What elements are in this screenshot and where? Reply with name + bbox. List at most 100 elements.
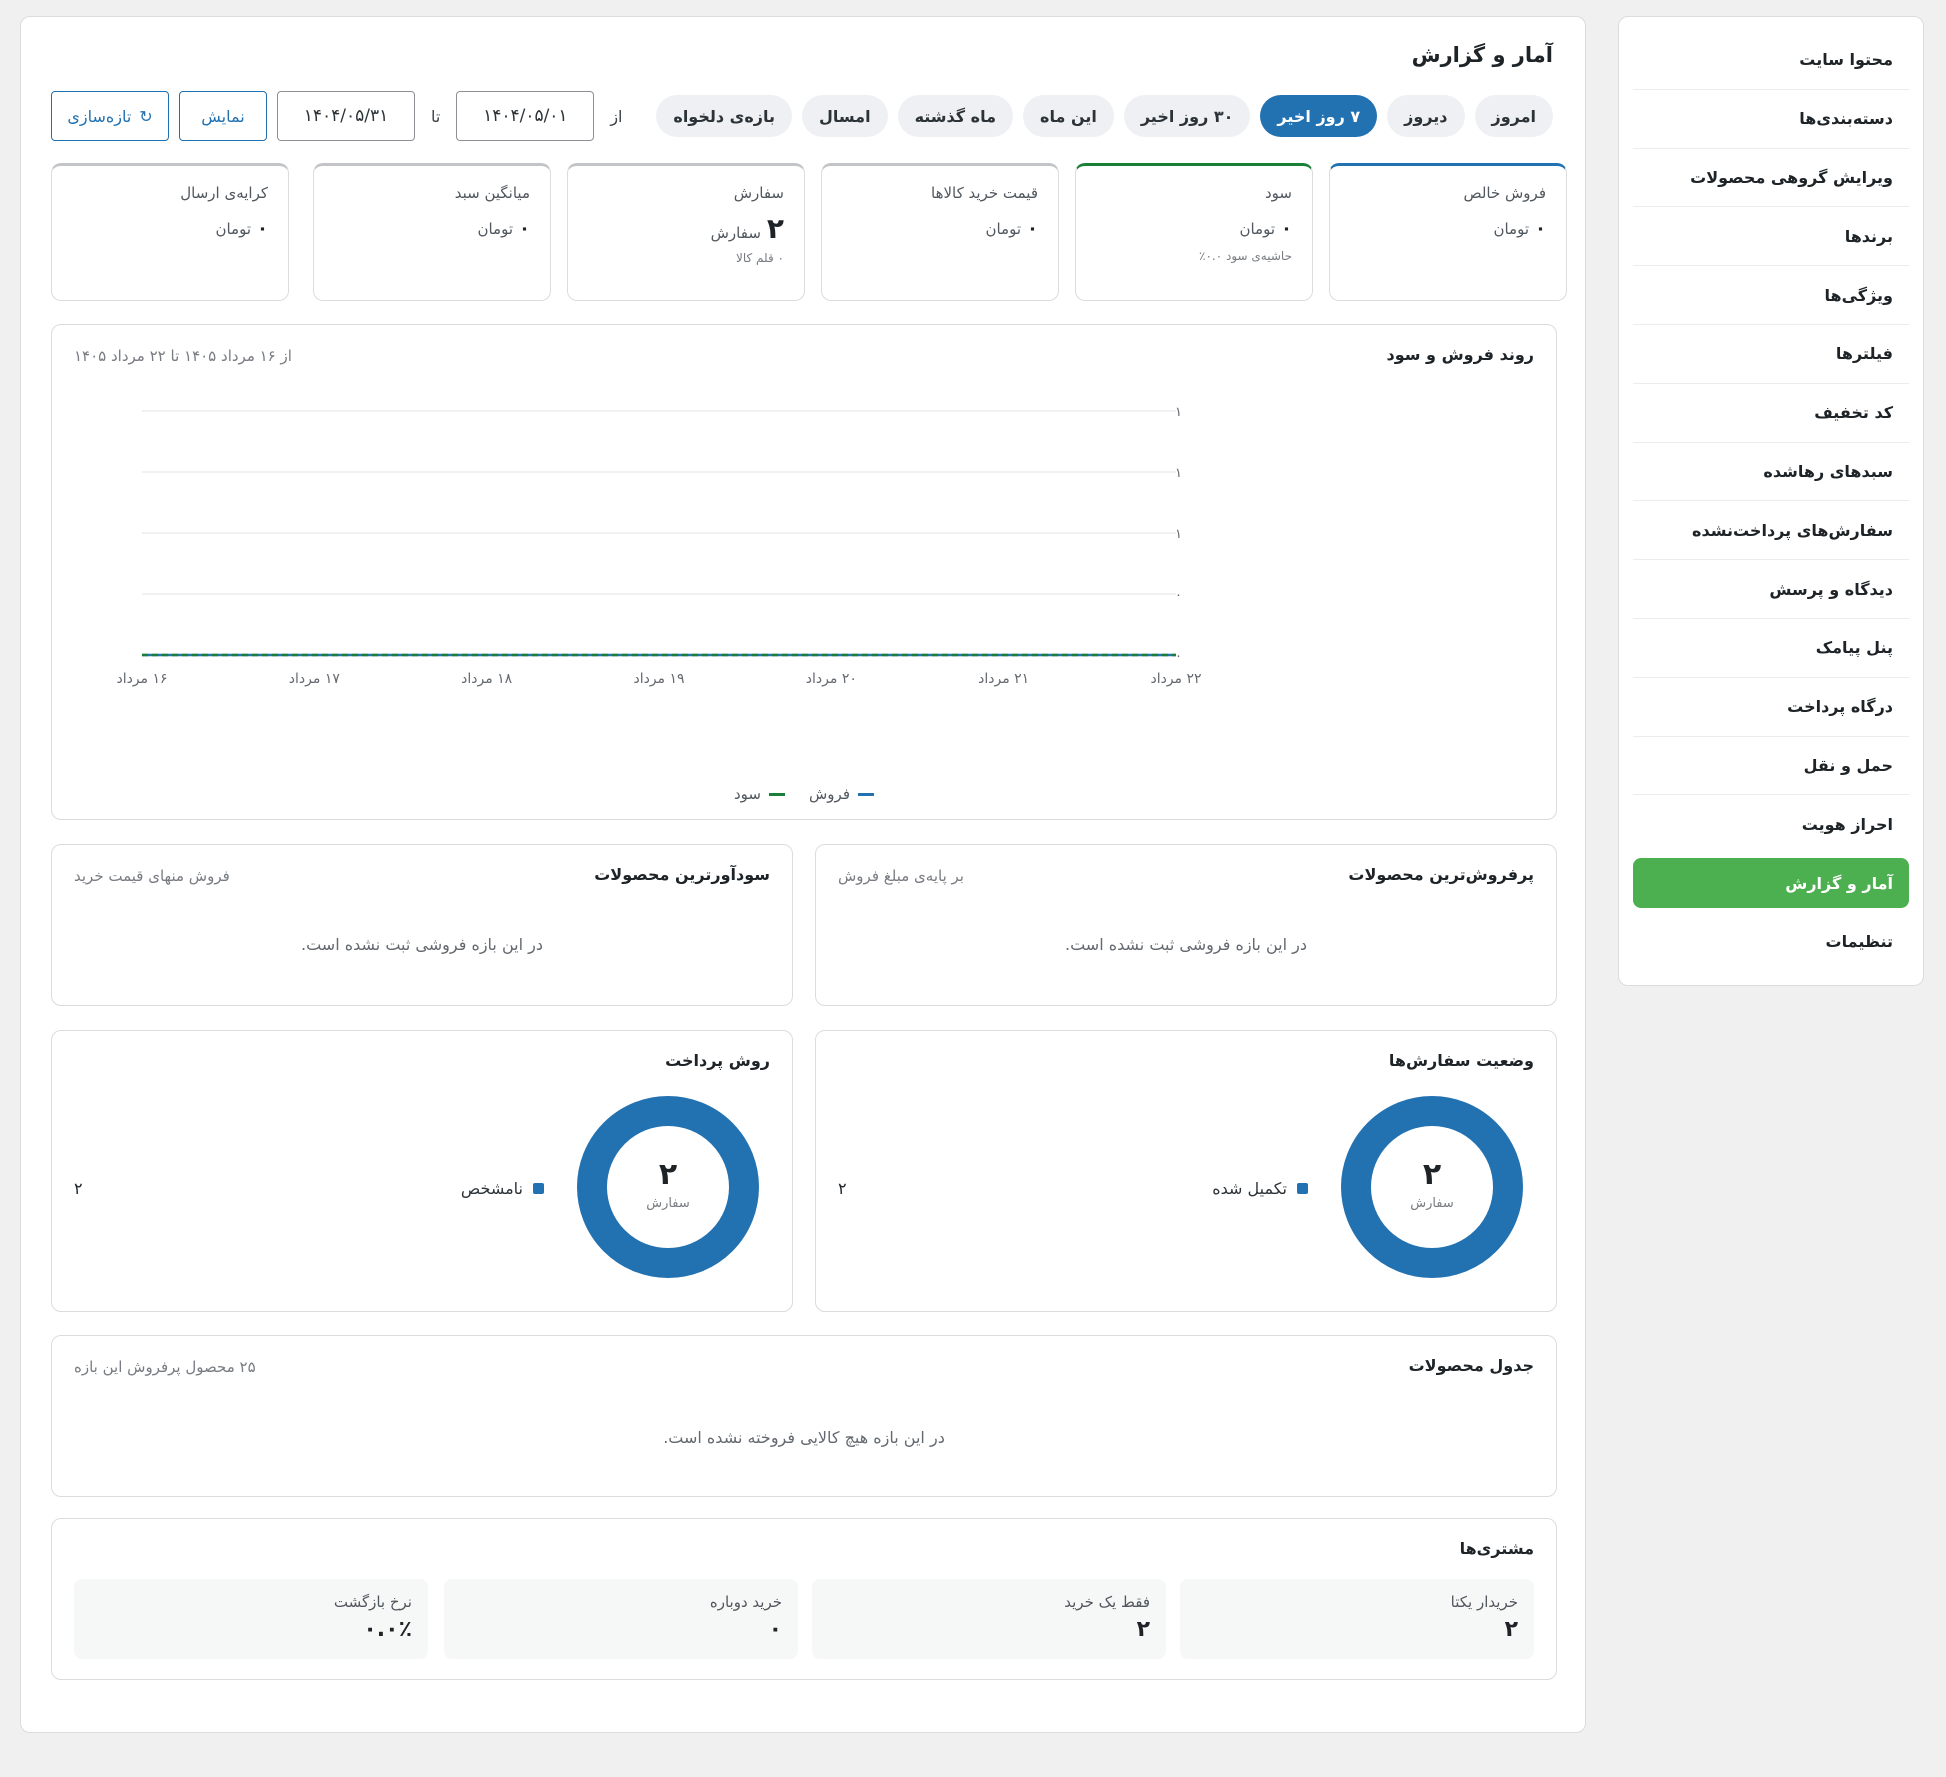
- donut-center: ۲ سفارش: [576, 1157, 760, 1211]
- sidebar-item-unpaid-orders[interactable]: سفارش‌های پرداخت‌نشده: [1633, 501, 1909, 561]
- legend-item-completed: تکمیل شده: [1212, 1179, 1308, 1198]
- page-title: آمار و گزارش: [1411, 43, 1553, 67]
- stat-value: ۰: [768, 1617, 782, 1642]
- y-tick-label: ۰: [1175, 649, 1182, 664]
- to-label: تا: [431, 106, 441, 126]
- donut-center: ۲ سفارش: [1340, 1157, 1524, 1211]
- donut-total-label: سفارش: [646, 1196, 690, 1211]
- preset-last-month[interactable]: ماه گذشته: [897, 95, 1014, 137]
- kpi-value: ۰ تومان: [1493, 218, 1546, 239]
- sidebar-item-attributes[interactable]: ویژگی‌ها: [1633, 266, 1909, 325]
- refresh-icon: ↻: [139, 106, 153, 126]
- preset-custom-range[interactable]: بازه‌ی دلخواه: [656, 95, 792, 137]
- refresh-label: تازه‌سازی: [67, 106, 132, 126]
- kpi-sub: حاشیه‌ی سود ۰.۰٪: [1199, 249, 1292, 263]
- stat-value: ۲: [1136, 1617, 1150, 1642]
- kpi-value: ۰ تومان: [215, 218, 268, 239]
- preset-today[interactable]: امروز: [1474, 95, 1553, 137]
- kpi-label: میانگین سبد: [454, 184, 530, 202]
- x-tick-label: ۲۲ مرداد: [1150, 671, 1201, 687]
- preset-yesterday[interactable]: دیروز: [1387, 95, 1465, 137]
- donut-segment-unknown: [577, 1096, 759, 1278]
- donut-chart: [577, 1096, 759, 1278]
- legend-swatch: [1297, 1183, 1308, 1194]
- card-title: جدول محصولات: [1408, 1356, 1534, 1375]
- top-profit-card: سودآورترین محصولات فروش منهای قیمت خرید …: [51, 844, 793, 1006]
- card-title: مشتری‌ها: [1459, 1539, 1534, 1558]
- x-tick-label: ۱۷ مرداد: [289, 671, 341, 687]
- x-tick-label: ۱۶ مرداد: [116, 671, 167, 687]
- stat-label: خرید دوباره: [709, 1593, 782, 1611]
- legend-count: ۲: [74, 1179, 83, 1198]
- sidebar-item-shipping[interactable]: حمل و نقل: [1633, 737, 1909, 796]
- donut-chart: [1341, 1096, 1523, 1278]
- preset-this-year[interactable]: امسال: [802, 95, 888, 137]
- order-status-card: وضعیت سفارش‌ها ۲ سفارش تکمیل شده ۲: [815, 1030, 1557, 1312]
- kpi-purchase-cost: قیمت خرید کالاها ۰ تومان: [821, 163, 1059, 301]
- sidebar-item-categories[interactable]: دسته‌بندی‌ها: [1633, 90, 1909, 149]
- stat-label: نرخ بازگشت: [333, 1593, 412, 1611]
- kpi-label: فروش خالص: [1463, 184, 1546, 202]
- stat-value: ۰.۰٪: [363, 1617, 412, 1642]
- preset-last-7-days[interactable]: ۷ روز اخیر: [1260, 95, 1378, 137]
- kpi-value: ۲ سفارش: [710, 212, 784, 245]
- sidebar-item-abandoned-carts[interactable]: سبدهای رهاشده: [1633, 443, 1909, 502]
- kpi-avg-basket: میانگین سبد ۰ تومان: [313, 163, 551, 301]
- sidebar-item-sms-panel[interactable]: پنل پیامک: [1633, 619, 1909, 678]
- sidebar-item-settings[interactable]: تنظیمات: [1825, 932, 1893, 952]
- sidebar-item-site-content[interactable]: محتوا سایت: [1633, 31, 1909, 90]
- from-date-input[interactable]: ۱۴۰۴/۰۵/۰۱: [456, 91, 595, 141]
- stat-label: خریدار یکتا: [1450, 1593, 1518, 1611]
- empty-message: در این بازه هیچ کالایی فروخته نشده است.: [663, 1428, 945, 1447]
- preset-this-month[interactable]: این ماه: [1023, 95, 1114, 137]
- kpi-label: کرایه‌ی ارسال: [180, 184, 268, 202]
- stat-unique-buyers: خریدار یکتا ۲: [1180, 1579, 1534, 1659]
- sidebar-item-coupons[interactable]: کد تخفیف: [1633, 384, 1909, 443]
- sidebar-item-filters[interactable]: فیلترها: [1633, 325, 1909, 384]
- donut-total: ۲: [658, 1157, 678, 1192]
- card-title: وضعیت سفارش‌ها: [1388, 1051, 1534, 1070]
- y-tick-label: ۰: [1175, 588, 1182, 603]
- legend-swatch-sales: [858, 792, 875, 796]
- sidebar-item-authentication[interactable]: احراز هویت: [1801, 815, 1893, 835]
- kpi-value: ۰ تومان: [477, 218, 530, 239]
- sidebar-item-comments[interactable]: دیدگاه و پرسش: [1633, 560, 1909, 619]
- donut-total: ۲: [1422, 1157, 1442, 1192]
- legend-count: ۲: [838, 1179, 847, 1198]
- y-tick-label: ۱: [1175, 466, 1182, 481]
- sidebar-item-payment-gateway[interactable]: درگاه پرداخت: [1633, 678, 1909, 737]
- chart-range-note: از ۱۶ مرداد ۱۴۰۵ تا ۲۲ مرداد ۱۴۰۵: [74, 347, 292, 365]
- to-date-input[interactable]: ۱۴۰۴/۰۵/۳۱: [277, 91, 415, 141]
- legend-swatch-profit: [769, 792, 785, 796]
- stat-value: ۲: [1504, 1617, 1518, 1642]
- card-note: فروش منهای قیمت خرید: [74, 867, 230, 885]
- x-tick-label: ۱۹ مرداد: [633, 671, 684, 687]
- payment-method-card: روش پرداخت ۲ سفارش نامشخص ۲: [51, 1030, 793, 1312]
- preset-last-30-days[interactable]: ۳۰ روز اخیر: [1123, 95, 1251, 137]
- stat-repeat-purchase: خرید دوباره ۰: [444, 1579, 798, 1659]
- kpi-sub: ۰ قلم کالا: [736, 251, 784, 265]
- kpi-shipping-fee: کرایه‌ی ارسال ۰ تومان: [51, 163, 289, 301]
- legend-swatch: [533, 1183, 544, 1194]
- donut-segment-completed: [1341, 1096, 1523, 1278]
- show-button[interactable]: نمایش: [179, 91, 267, 141]
- kpi-orders: سفارش ۲ سفارش ۰ قلم کالا: [567, 163, 805, 301]
- empty-message: در این بازه فروشی ثبت نشده است.: [1065, 935, 1307, 954]
- card-note: بر پایه‌ی مبلغ فروش: [838, 867, 964, 885]
- stat-label: فقط یک خرید: [1064, 1593, 1150, 1611]
- kpi-value: ۰ تومان: [985, 218, 1038, 239]
- date-range-controls: تازه‌سازی ↻ نمایش ۱۴۰۴/۰۵/۳۱ تا ۱۴۰۴/۰۵/…: [51, 91, 629, 141]
- products-table-card: جدول محصولات ۲۵ محصول پرفروش این بازه در…: [51, 1335, 1557, 1497]
- top-sellers-card: پرفروش‌ترین محصولات بر پایه‌ی مبلغ فروش …: [815, 844, 1557, 1006]
- from-label: از: [610, 106, 623, 126]
- sidebar-menu: محتوا سایت دسته‌بندی‌ها ویرایش گروهی محص…: [1618, 16, 1924, 986]
- refresh-button[interactable]: تازه‌سازی ↻: [51, 91, 169, 141]
- order-status-donut: ۲ سفارش: [1340, 1095, 1524, 1279]
- sidebar-item-brands[interactable]: برندها: [1633, 207, 1909, 267]
- x-tick-label: ۲۱ مرداد: [978, 671, 1029, 687]
- card-title: روش پرداخت: [665, 1051, 770, 1070]
- legend-item-sales: فروش: [809, 785, 875, 803]
- stat-single-purchase: فقط یک خرید ۲: [812, 1579, 1166, 1659]
- sidebar-item-reports[interactable]: آمار و گزارش: [1633, 858, 1909, 909]
- sidebar-item-bulk-edit[interactable]: ویرایش گروهی محصولات: [1633, 149, 1909, 208]
